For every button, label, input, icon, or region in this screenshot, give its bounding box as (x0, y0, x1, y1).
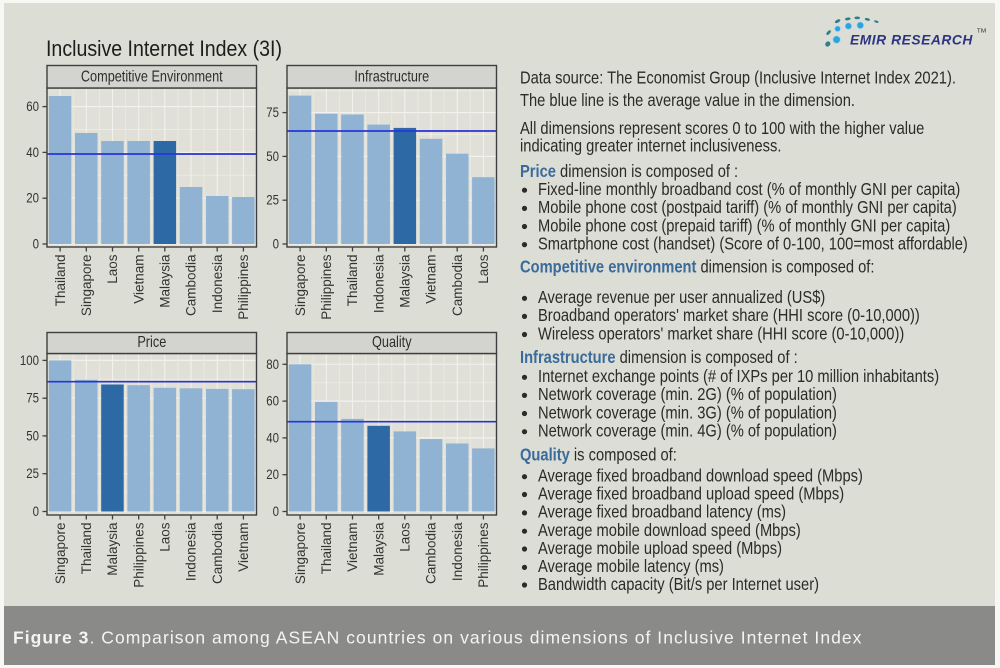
svg-text:50: 50 (266, 149, 279, 164)
svg-text:Vietnam: Vietnam (236, 523, 251, 572)
svg-text:Philippines: Philippines (236, 254, 251, 320)
svg-text:25: 25 (26, 466, 39, 481)
svg-text:Philippines: Philippines (476, 522, 491, 588)
svg-text:Quality: Quality (372, 334, 412, 351)
svg-text:100: 100 (20, 353, 39, 368)
svg-text:Mobile phone cost (postpaid ta: Mobile phone cost (postpaid tariff) (% o… (538, 198, 957, 217)
svg-text:Indonesia: Indonesia (210, 254, 225, 313)
svg-text:Cambodia: Cambodia (450, 254, 465, 316)
svg-text:Network coverage (min. 4G) (%: Network coverage (min. 4G) (% of populat… (538, 421, 837, 440)
svg-text:Malaysia: Malaysia (371, 522, 386, 576)
svg-text:Wireless operators' market sha: Wireless operators' market share (HHI sc… (538, 324, 904, 343)
svg-text:20: 20 (266, 467, 279, 482)
svg-text:Average fixed broadband downlo: Average fixed broadband download speed (… (538, 466, 863, 485)
svg-text:Singapore: Singapore (79, 255, 94, 317)
svg-text:0: 0 (33, 504, 39, 519)
svg-text:Internet exchange points (# of: Internet exchange points (# of IXPs per … (538, 367, 939, 386)
svg-text:0: 0 (33, 237, 39, 252)
svg-text:Cambodia: Cambodia (424, 522, 439, 584)
svg-text:Thailand: Thailand (79, 523, 94, 575)
svg-text:Vietnam: Vietnam (131, 255, 146, 304)
svg-text:Competitive Environment: Competitive Environment (81, 68, 223, 85)
svg-text:Vietnam: Vietnam (345, 523, 360, 572)
svg-text:Philippines: Philippines (131, 522, 146, 588)
svg-text:Cambodia: Cambodia (184, 254, 199, 316)
svg-text:Malaysia: Malaysia (105, 522, 120, 576)
svg-text:Average mobile download speed: Average mobile download speed (Mbps) (538, 521, 801, 540)
svg-text:Quality is composed of:: Quality is composed of: (520, 445, 677, 464)
svg-text:Indonesia: Indonesia (371, 254, 386, 313)
svg-text:Indonesia: Indonesia (450, 522, 465, 581)
svg-text:Laos: Laos (158, 522, 173, 552)
svg-text:Vietnam: Vietnam (424, 255, 439, 304)
svg-text:Average mobile upload speed (M: Average mobile upload speed (Mbps) (538, 539, 782, 558)
svg-text:Philippines: Philippines (319, 254, 334, 320)
svg-text:0: 0 (273, 237, 279, 252)
svg-text:Thailand: Thailand (319, 523, 334, 575)
svg-text:Laos: Laos (105, 254, 120, 284)
svg-text:50: 50 (26, 429, 39, 444)
svg-text:EMIR RESEARCH: EMIR RESEARCH (850, 32, 973, 47)
svg-text:The blue line is the average v: The blue line is the average value in th… (520, 91, 855, 110)
svg-text:Mobile phone cost (prepaid tar: Mobile phone cost (prepaid tariff) (% of… (538, 216, 950, 235)
svg-text:75: 75 (266, 105, 279, 120)
svg-text:Singapore: Singapore (293, 255, 308, 317)
svg-text:Singapore: Singapore (53, 523, 68, 585)
svg-text:Inclusive Internet Index (3I): Inclusive Internet Index (3I) (46, 37, 282, 62)
svg-text:75: 75 (26, 391, 39, 406)
svg-text:All dimensions represent score: All dimensions represent scores 0 to 100… (520, 119, 924, 138)
svg-text:indicating greater internet in: indicating greater internet inclusivenes… (520, 136, 781, 155)
svg-text:™: ™ (976, 27, 987, 39)
svg-text:Network coverage (min. 3G) (%: Network coverage (min. 3G) (% of populat… (538, 403, 837, 422)
svg-text:Bandwidth capacity (Bit/s per: Bandwidth capacity (Bit/s per Internet u… (538, 575, 819, 594)
svg-text:Laos: Laos (398, 522, 413, 552)
svg-text:80: 80 (266, 357, 279, 372)
svg-text:Singapore: Singapore (293, 523, 308, 585)
svg-text:Malaysia: Malaysia (158, 254, 173, 308)
svg-text:Indonesia: Indonesia (184, 522, 199, 581)
svg-text:Malaysia: Malaysia (398, 254, 413, 308)
svg-text:Competitive environment dimens: Competitive environment dimension is com… (520, 257, 874, 276)
svg-text:Price dimension is composed of: Price dimension is composed of : (520, 162, 738, 181)
svg-text:Infrastructure: Infrastructure (354, 68, 429, 85)
svg-text:Price: Price (137, 334, 166, 351)
svg-text:40: 40 (26, 145, 39, 160)
svg-text:20: 20 (26, 191, 39, 206)
svg-text:Network coverage (min. 2G) (%: Network coverage (min. 2G) (% of populat… (538, 385, 837, 404)
svg-text:25: 25 (266, 193, 279, 208)
svg-text:Average mobile latency (ms): Average mobile latency (ms) (538, 557, 724, 576)
svg-text:Average fixed broadband latenc: Average fixed broadband latency (ms) (538, 503, 786, 522)
svg-text:Broadband operators' market sh: Broadband operators' market share (HHI s… (538, 306, 920, 325)
svg-text:Smartphone cost (handset) (Sco: Smartphone cost (handset) (Score of 0-10… (538, 234, 968, 253)
svg-text:Infrastructure dimension is co: Infrastructure dimension is composed of … (520, 348, 798, 367)
svg-text:Cambodia: Cambodia (210, 522, 225, 584)
svg-text:Fixed-line monthly broadband c: Fixed-line monthly broadband cost (% of … (538, 180, 960, 199)
svg-text:40: 40 (266, 431, 279, 446)
svg-text:Thailand: Thailand (53, 255, 68, 307)
svg-text:Laos: Laos (476, 254, 491, 284)
svg-text:60: 60 (26, 99, 39, 114)
svg-text:60: 60 (266, 394, 279, 409)
svg-text:Figure 3. Comparison among ASE: Figure 3. Comparison among ASEAN countri… (13, 628, 862, 648)
svg-text:Data source: The Economist Gro: Data source: The Economist Group (Inclus… (520, 69, 956, 88)
svg-text:Thailand: Thailand (345, 255, 360, 307)
svg-text:Average revenue per user annua: Average revenue per user annualized (US$… (538, 288, 825, 307)
svg-text:Average fixed broadband upload: Average fixed broadband upload speed (Mb… (538, 484, 844, 503)
svg-text:0: 0 (273, 504, 279, 519)
